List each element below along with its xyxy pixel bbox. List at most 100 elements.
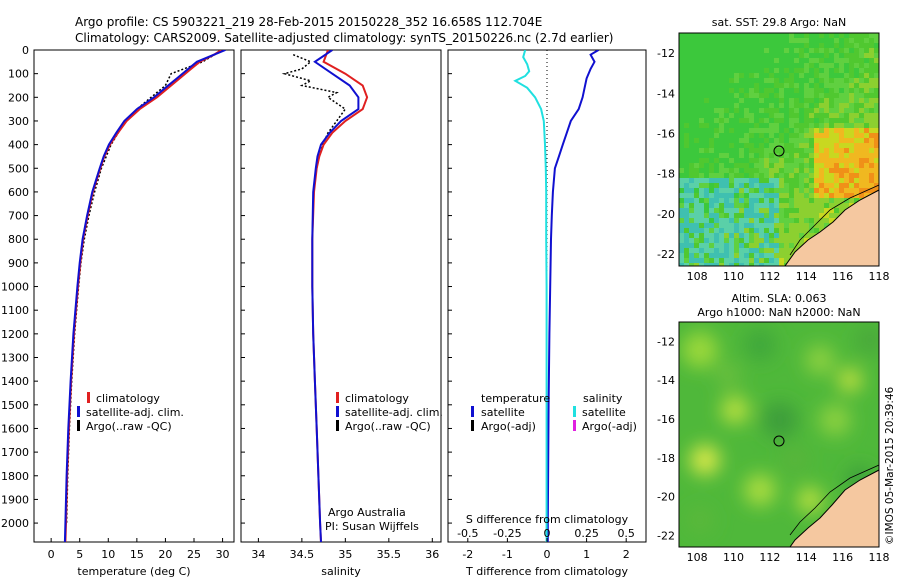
sst-cell	[704, 83, 709, 88]
sst-cell	[679, 148, 684, 153]
sst-cell	[724, 108, 729, 113]
axes: 0100200300400500600700800900100011001200…	[1, 44, 890, 564]
sst-cell	[769, 198, 774, 203]
sst-cell	[729, 113, 734, 118]
sst-cell	[704, 228, 709, 233]
sst-cell	[709, 153, 714, 158]
sst-cell	[694, 58, 699, 63]
sst-cell	[804, 228, 809, 233]
sst-cell	[784, 238, 789, 243]
sst-cell	[784, 248, 789, 253]
sst-cell	[719, 58, 724, 63]
sst-cell	[754, 243, 759, 248]
legend-swatch-t-satellite	[471, 406, 474, 417]
sst-cell	[814, 228, 819, 233]
series-line	[65, 50, 223, 524]
sst-cell	[809, 203, 814, 208]
sst-cell	[794, 88, 799, 93]
sst-cell	[844, 93, 849, 98]
map-xtick-label: 108	[687, 270, 708, 283]
sst-cell	[689, 78, 694, 83]
sst-cell	[789, 128, 794, 133]
sst-cell	[819, 68, 824, 73]
map-xtick-label: 114	[796, 551, 817, 564]
sst-cell	[704, 178, 709, 183]
sst-cell	[774, 183, 779, 188]
sst-cell	[719, 163, 724, 168]
sst-cell	[764, 263, 769, 266]
sst-cell	[684, 133, 689, 138]
sst-cell	[874, 118, 879, 123]
ytick-label: 1000	[1, 281, 29, 294]
sst-cell	[754, 198, 759, 203]
sst-cell	[779, 93, 784, 98]
sst-cell	[739, 58, 744, 63]
sst-cell	[769, 118, 774, 123]
sst-cell	[714, 73, 719, 78]
sst-cell	[714, 38, 719, 43]
sst-cell	[699, 58, 704, 63]
sst-cell	[844, 63, 849, 68]
sst-cell	[704, 33, 709, 38]
sst-cell	[829, 188, 834, 193]
sst-cell	[809, 128, 814, 133]
sst-cell	[794, 158, 799, 163]
sst-cell	[744, 108, 749, 113]
sst-cell	[734, 63, 739, 68]
sst-cell	[844, 113, 849, 118]
sst-cell	[719, 223, 724, 228]
sst-cell	[804, 73, 809, 78]
sst-cell	[759, 163, 764, 168]
sst-cell	[759, 238, 764, 243]
xtick-label: 35	[338, 548, 352, 561]
sst-cell	[789, 68, 794, 73]
sst-cell	[714, 213, 719, 218]
sst-cell	[749, 78, 754, 83]
sst-cell	[824, 38, 829, 43]
sst-cell	[809, 188, 814, 193]
sst-cell	[829, 143, 834, 148]
sst-cell	[839, 133, 844, 138]
sst-cell	[784, 188, 789, 193]
sst-cell	[864, 173, 869, 178]
sst-cell	[769, 63, 774, 68]
sst-cell	[864, 133, 869, 138]
sst-cell	[734, 68, 739, 73]
sst-cell	[709, 118, 714, 123]
sst-cell	[794, 103, 799, 108]
sst-cell	[749, 133, 754, 138]
sst-cell	[794, 168, 799, 173]
sst-cell	[689, 48, 694, 53]
sst-cell	[809, 198, 814, 203]
sst-cell	[794, 193, 799, 198]
sst-cell	[859, 158, 864, 163]
sla-map	[679, 322, 879, 547]
sst-cell	[849, 168, 854, 173]
sst-cell	[734, 78, 739, 83]
sst-cell	[819, 53, 824, 58]
sst-cell	[714, 98, 719, 103]
sst-cell	[679, 43, 684, 48]
sst-cell	[849, 83, 854, 88]
sst-cell	[749, 223, 754, 228]
sst-cell	[779, 148, 784, 153]
annotation-line2: PI: Susan Wijffels	[325, 520, 419, 533]
sst-cell	[854, 198, 859, 203]
sst-cell	[744, 153, 749, 158]
sst-cell	[839, 43, 844, 48]
sst-cell	[754, 228, 759, 233]
map-ytick-label: -16	[657, 413, 675, 426]
sst-cell	[789, 158, 794, 163]
sst-cell	[799, 43, 804, 48]
sst-cell	[809, 63, 814, 68]
sst-cell	[699, 158, 704, 163]
sst-cell	[799, 193, 804, 198]
sst-cell	[719, 113, 724, 118]
sst-cell	[769, 103, 774, 108]
sst-cell	[729, 193, 734, 198]
sst-cell	[699, 88, 704, 93]
sst-cell	[814, 223, 819, 228]
sst-cell	[734, 228, 739, 233]
sst-cell	[819, 168, 824, 173]
sst-cell	[699, 228, 704, 233]
